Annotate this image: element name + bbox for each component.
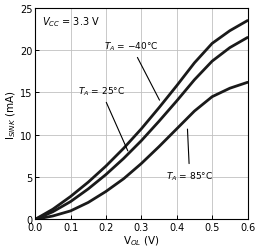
Text: $T_A$ = 85°C: $T_A$ = 85°C xyxy=(166,130,213,182)
Y-axis label: I$_{SINK}$ (mA): I$_{SINK}$ (mA) xyxy=(5,89,18,139)
Text: $V_{CC}$ = 3.3 V: $V_{CC}$ = 3.3 V xyxy=(42,15,100,28)
X-axis label: V$_{OL}$ (V): V$_{OL}$ (V) xyxy=(123,234,160,247)
Text: $T_A$ = 25°C: $T_A$ = 25°C xyxy=(77,85,128,151)
Text: $T_A$ = −40°C: $T_A$ = −40°C xyxy=(104,41,160,101)
